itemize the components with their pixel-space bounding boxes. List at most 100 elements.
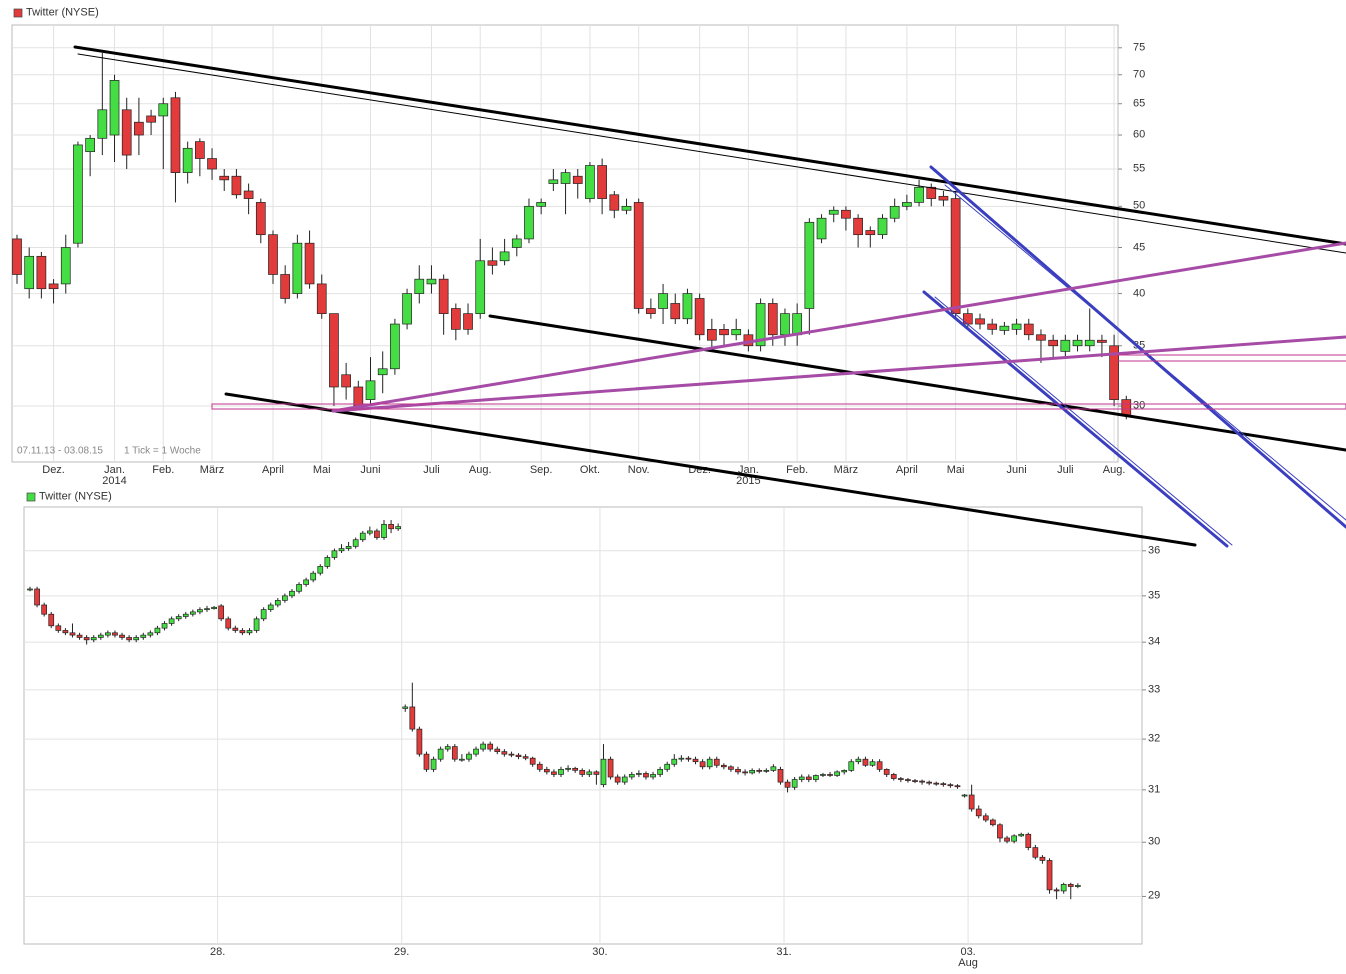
candle-body: [402, 293, 412, 325]
candle-body: [1084, 339, 1095, 347]
candle-body: [134, 121, 144, 136]
candle-body: [865, 230, 876, 236]
legend-label: Twitter (NYSE): [39, 490, 112, 503]
candle-body: [1018, 833, 1025, 837]
candle-body: [694, 298, 705, 336]
candle-body: [48, 283, 59, 290]
candle-body: [1048, 339, 1059, 347]
x-tick-label: Aug.: [468, 464, 492, 476]
candle-body: [119, 634, 125, 638]
candle-body: [182, 147, 193, 173]
candle-body: [1067, 884, 1074, 887]
candle-body: [310, 572, 317, 581]
candle-body: [444, 746, 451, 750]
candle-body: [678, 757, 685, 760]
candle-body: [926, 186, 937, 199]
candle-body: [643, 773, 649, 778]
candle-body: [593, 771, 600, 775]
y-tick-label: 55: [1133, 162, 1146, 175]
candle-body: [933, 782, 940, 785]
candle-body: [105, 632, 111, 636]
candle-body: [73, 144, 83, 244]
candle-body: [331, 550, 338, 558]
candle-body: [954, 785, 961, 788]
candle-body: [670, 303, 681, 320]
candle-body: [41, 604, 48, 615]
candle-body: [706, 329, 717, 341]
candle-body: [459, 758, 465, 761]
candle-body: [902, 202, 912, 207]
candle-body: [646, 308, 656, 314]
candle-body: [777, 768, 784, 783]
candle-body: [828, 209, 839, 215]
candle-body: [289, 590, 295, 597]
candle-body: [1060, 884, 1067, 892]
candle-body: [109, 80, 120, 136]
candle-body: [426, 278, 437, 285]
x-tick-label: Aug.: [1102, 464, 1126, 476]
candle-body: [699, 761, 706, 768]
candle-body: [713, 758, 720, 766]
candle-body: [614, 776, 621, 783]
candle-body: [883, 768, 890, 775]
candle-body: [304, 242, 315, 285]
candle-body: [365, 380, 376, 400]
plot-area: [23, 506, 1143, 945]
candle-body: [853, 217, 863, 236]
candle-body: [982, 815, 989, 821]
candle-body: [158, 103, 169, 117]
candle-body: [352, 539, 359, 547]
candle-body: [685, 757, 692, 760]
candle-body: [999, 325, 1010, 331]
candle-body: [34, 588, 40, 606]
candle-body: [195, 141, 205, 159]
x-tick-label: Juli: [423, 464, 440, 476]
candle-body: [607, 758, 614, 778]
candle-body: [511, 238, 522, 248]
candle-body: [90, 637, 97, 641]
candle-body: [414, 278, 425, 294]
candle-body: [585, 165, 595, 199]
candle-body: [121, 109, 132, 156]
candle-body: [243, 190, 254, 199]
candle-body: [60, 247, 71, 285]
candle-body: [1046, 860, 1053, 891]
candle-body: [232, 627, 239, 631]
x-tick-label: Dez.: [688, 464, 711, 476]
candle-body: [650, 774, 656, 778]
candle-body: [499, 251, 510, 262]
candle-body: [862, 758, 869, 766]
candle-body: [170, 97, 181, 173]
candle-body: [1023, 323, 1034, 336]
candle-body: [366, 530, 373, 534]
candle-body: [267, 604, 274, 610]
date-range: 07.11.13 - 03.08.15: [17, 445, 103, 457]
candle-body: [813, 775, 819, 780]
candle-body: [231, 175, 242, 196]
x-tick-label: Juni: [360, 464, 381, 476]
candle-body: [940, 783, 947, 786]
candle-body: [280, 274, 291, 299]
candle-body: [341, 374, 351, 388]
y-tick-label: 60: [1133, 128, 1146, 141]
x-tick-label: April: [895, 464, 918, 476]
candle-body: [950, 198, 961, 314]
candle-body: [374, 530, 380, 538]
candle-body: [316, 283, 327, 314]
candle-body: [423, 753, 430, 770]
candle-body: [282, 595, 288, 601]
x-tick-label: Jan. 2015: [736, 464, 761, 487]
candle-body: [126, 637, 132, 641]
candle-body: [255, 202, 266, 236]
candle-body: [834, 771, 840, 776]
x-tick-label: Feb.: [152, 464, 175, 476]
candle-body: [69, 632, 76, 636]
candle-body: [24, 255, 35, 290]
candle-body: [219, 175, 230, 181]
x-tick-label: März: [833, 464, 859, 476]
candle-body: [784, 781, 791, 788]
candle-body: [657, 768, 663, 775]
candle-body: [731, 329, 742, 336]
candle-body: [877, 217, 888, 236]
